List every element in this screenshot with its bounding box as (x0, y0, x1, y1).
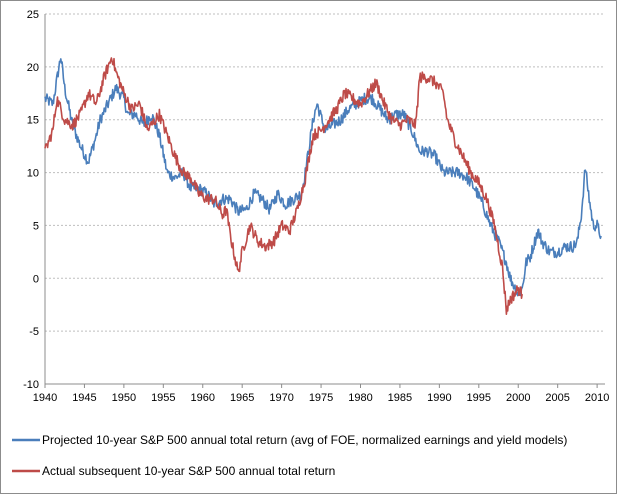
x-tick-label: 1980 (348, 392, 372, 404)
legend-label-projected: Projected 10-year S&P 500 annual total r… (42, 433, 567, 447)
x-tick-label: 1955 (151, 392, 175, 404)
x-tick-label: 1985 (388, 392, 412, 404)
y-tick-label: 10 (27, 168, 39, 180)
x-tick-label: 1965 (230, 392, 254, 404)
axes: -10 -5 0 5 10 15 20 25 1940 1945 1950 1955 1960 1965 1… (23, 9, 609, 404)
x-tick-label: 1945 (72, 392, 96, 404)
y-tick-label: 5 (33, 220, 39, 232)
legend: Projected 10-year S&P 500 annual total r… (12, 433, 567, 478)
y-tick-label: 0 (33, 273, 39, 285)
x-tick-label: 2010 (585, 392, 609, 404)
legend-label-actual: Actual subsequent 10-year S&P 500 annual… (42, 464, 335, 478)
y-tick-label: -5 (29, 326, 39, 338)
x-tick-label: 1950 (112, 392, 136, 404)
y-tick-label: 20 (27, 62, 39, 74)
x-tick-label: 1995 (467, 392, 491, 404)
y-tick-label: -10 (23, 379, 39, 391)
x-tick-label: 2000 (506, 392, 530, 404)
x-tick-label: 1960 (191, 392, 215, 404)
y-tick-label: 15 (27, 115, 39, 127)
series-line-projected (44, 58, 602, 297)
series-line-actual (44, 57, 523, 315)
x-tick-label: 1940 (33, 392, 57, 404)
x-tick-label: 1990 (427, 392, 451, 404)
x-tick-label: 1975 (309, 392, 333, 404)
x-tick-label: 1970 (269, 392, 293, 404)
data-series (44, 57, 602, 315)
y-tick-label: 25 (27, 9, 39, 21)
x-tick-label: 2005 (545, 392, 569, 404)
gridlines (45, 13, 605, 332)
